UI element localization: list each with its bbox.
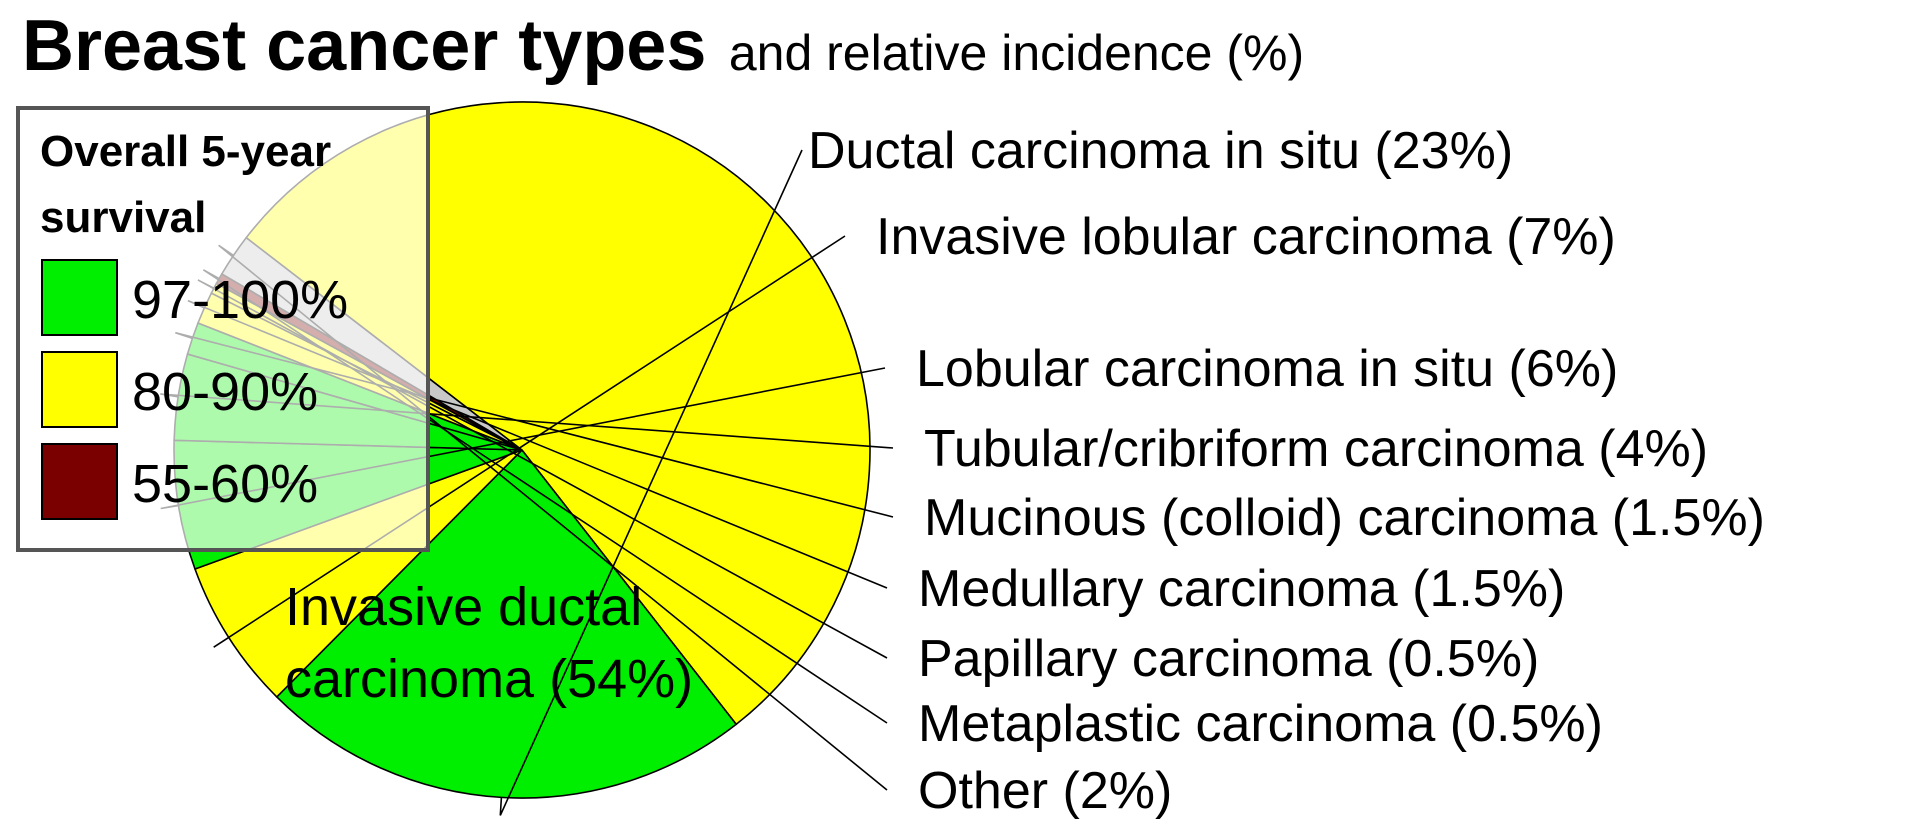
leader-line-ductal-carcinoma-in-situ: [499, 149, 803, 816]
slice-label-tubular-cribriform-carcinoma: Tubular/cribriform carcinoma (4%): [924, 420, 1708, 478]
legend-label: 80-90%: [132, 362, 318, 422]
legend-label: 97-100%: [132, 270, 348, 330]
slice-label-ductal-carcinoma-in-situ: Ductal carcinoma in situ (23%): [808, 122, 1513, 180]
legend-swatch: [41, 351, 118, 428]
slice-label-mucinous-carcinoma: Mucinous (colloid) carcinoma (1.5%): [924, 489, 1765, 547]
slice-label-line: carcinoma (54%): [285, 649, 693, 709]
slice-label-other: Other (2%): [918, 762, 1172, 820]
legend-title-line: Overall 5-year: [40, 127, 331, 176]
chart-title: Breast cancer types and relative inciden…: [22, 6, 1304, 86]
chart-title-main: Breast cancer types: [22, 6, 706, 86]
pie-slice-ductal-carcinoma-in-situ: [275, 448, 738, 799]
slice-label-papillary-carcinoma: Papillary carcinoma (0.5%): [918, 630, 1539, 688]
legend-label: 55-60%: [132, 454, 318, 514]
legend-swatch: [41, 443, 118, 520]
chart-subtitle: and relative incidence (%): [729, 25, 1304, 81]
slice-label-invasive-lobular-carcinoma: Invasive lobular carcinoma (7%): [876, 208, 1616, 266]
slice-labels: Ductal carcinoma in situ (23%) Invasive l…: [285, 122, 1765, 820]
slice-label-invasive-ductal-carcinoma: Invasive ductal carcinoma (54%): [285, 577, 693, 709]
leader-line-invasive-lobular-carcinoma: [213, 235, 846, 648]
legend-swatch: [41, 259, 118, 336]
legend-title-line: survival: [40, 193, 206, 242]
slice-label-line: Invasive ductal: [285, 577, 642, 637]
slice-label-lobular-carcinoma-in-situ: Lobular carcinoma in situ (6%): [916, 340, 1618, 398]
slice-label-medullary-carcinoma: Medullary carcinoma (1.5%): [918, 560, 1565, 618]
legend: Overall 5-year survival 97-100% 80-90% 55-60…: [16, 106, 430, 552]
slice-label-metaplastic-carcinoma: Metaplastic carcinoma (0.5%): [918, 695, 1603, 753]
